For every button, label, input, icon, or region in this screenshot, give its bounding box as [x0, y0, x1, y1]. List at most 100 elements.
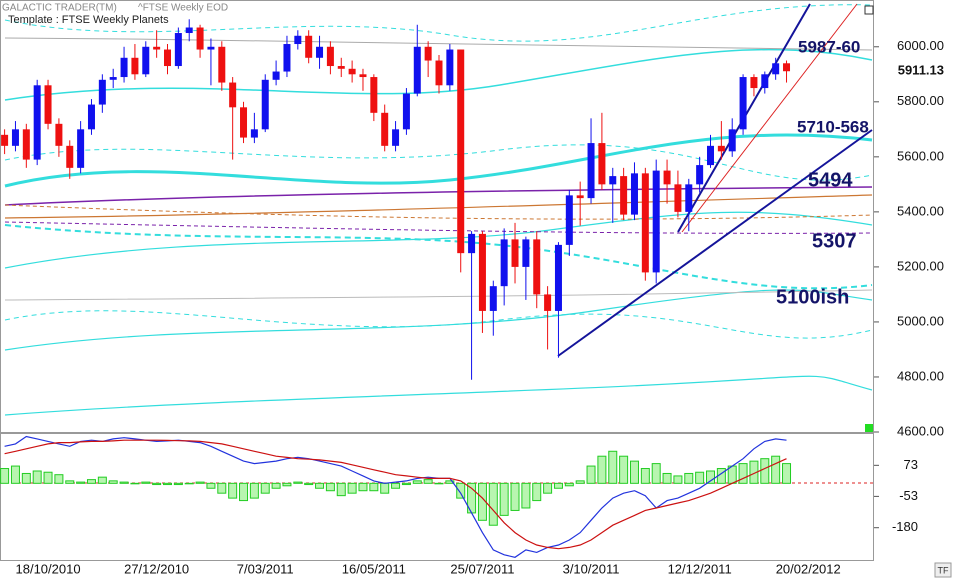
histogram-bar: [412, 480, 422, 484]
candle-body: [196, 27, 204, 50]
candle-body: [630, 173, 638, 215]
planet-line: [4, 204, 873, 220]
planet-line: [4, 221, 873, 234]
candle-body: [229, 82, 237, 108]
x-tick-label: 20/02/2012: [776, 561, 841, 576]
candle-body: [674, 184, 682, 212]
candle-body: [728, 129, 736, 152]
histogram-bar: [43, 471, 53, 484]
candle-body: [66, 145, 74, 168]
histogram-bar: [423, 479, 433, 484]
candle-body: [750, 77, 758, 89]
histogram-bar: [521, 482, 531, 509]
histogram-bar: [163, 482, 172, 486]
annotation: 5494: [808, 169, 853, 191]
candle-body: [174, 33, 182, 67]
marker: [865, 424, 873, 432]
candle-body: [457, 49, 465, 254]
histogram-bar: [553, 482, 563, 489]
histogram-bar: [86, 479, 96, 484]
candle-body: [1, 134, 9, 146]
y2-tick-label: 73: [904, 457, 918, 472]
candle-body: [468, 233, 476, 254]
candle-body: [783, 63, 791, 72]
histogram-bar: [130, 482, 140, 485]
histogram-bar: [195, 481, 205, 484]
candle-body: [120, 57, 128, 78]
candle-body: [22, 129, 30, 160]
candle-body: [620, 176, 628, 215]
histogram-bar: [499, 482, 509, 516]
y-tick-label: 5000.00: [897, 313, 944, 328]
x-tick-label: 3/10/2011: [563, 561, 620, 576]
histogram-bar: [173, 482, 183, 486]
histogram-bar: [369, 482, 379, 492]
histogram-bar: [640, 468, 650, 484]
candle-body: [696, 165, 704, 185]
annotation: 5710-568: [797, 117, 869, 136]
histogram-bar: [543, 482, 553, 494]
histogram-bar: [282, 482, 292, 487]
histogram-bar: [391, 482, 401, 489]
histogram-bar: [347, 482, 357, 494]
candle-body: [663, 170, 671, 185]
histogram-bar: [315, 482, 325, 489]
y2-tick-label: -180: [892, 519, 918, 534]
candle-body: [511, 239, 519, 267]
x-tick-label: 16/05/2011: [342, 561, 406, 576]
candle-body: [359, 74, 367, 78]
histogram-bar: [325, 482, 335, 492]
y-tick-label: 6000.00: [897, 38, 944, 53]
candle-body: [478, 233, 486, 311]
candle-body: [413, 46, 421, 94]
planet-line: [4, 289, 873, 351]
candle-body: [326, 46, 334, 67]
histogram-bar: [76, 481, 86, 484]
candle-body: [11, 129, 19, 146]
annotation: 5100ish: [776, 286, 849, 308]
candle-body: [261, 79, 269, 130]
histogram-bar: [401, 482, 411, 486]
last-price: 5911.13: [898, 63, 944, 78]
candle-body: [761, 74, 769, 89]
candle-body: [98, 79, 106, 105]
planet-line: [4, 224, 873, 290]
histogram-bar: [228, 482, 238, 499]
candle-body: [446, 49, 454, 86]
histogram-bar: [738, 463, 748, 484]
histogram-bar: [445, 480, 455, 484]
candle-body: [717, 145, 725, 152]
histogram-bar: [380, 482, 390, 494]
histogram-bar: [629, 460, 639, 484]
candle-body: [739, 77, 747, 130]
candle-body: [55, 123, 63, 146]
histogram-bar: [488, 482, 498, 526]
planet-line: [4, 310, 873, 339]
corner-box: [934, 562, 952, 578]
candle-body: [185, 27, 193, 34]
histogram-bar: [586, 465, 596, 484]
candle-body: [250, 129, 258, 138]
histogram-bar: [0, 468, 10, 484]
planet-line: [4, 211, 873, 269]
trend-line: [681, 3, 858, 233]
corner-label: TF: [938, 565, 949, 575]
y-tick-label: 4600.00: [897, 423, 944, 438]
x-tick-label: 25/07/2011: [450, 561, 514, 576]
candle-body: [218, 46, 226, 83]
candle-body: [142, 46, 150, 75]
planet-lines: [4, 4, 873, 416]
planet-line: [4, 194, 873, 219]
histogram-bar: [97, 476, 107, 484]
candle-body: [207, 46, 215, 50]
candle-body: [652, 170, 660, 273]
candle-body: [87, 104, 95, 130]
candle-body: [305, 35, 313, 58]
planet-line: [4, 48, 873, 101]
candle-body: [500, 239, 508, 287]
candle-body: [77, 129, 85, 168]
y-tick-label: 5800.00: [897, 93, 944, 108]
histogram-bar: [684, 472, 694, 484]
